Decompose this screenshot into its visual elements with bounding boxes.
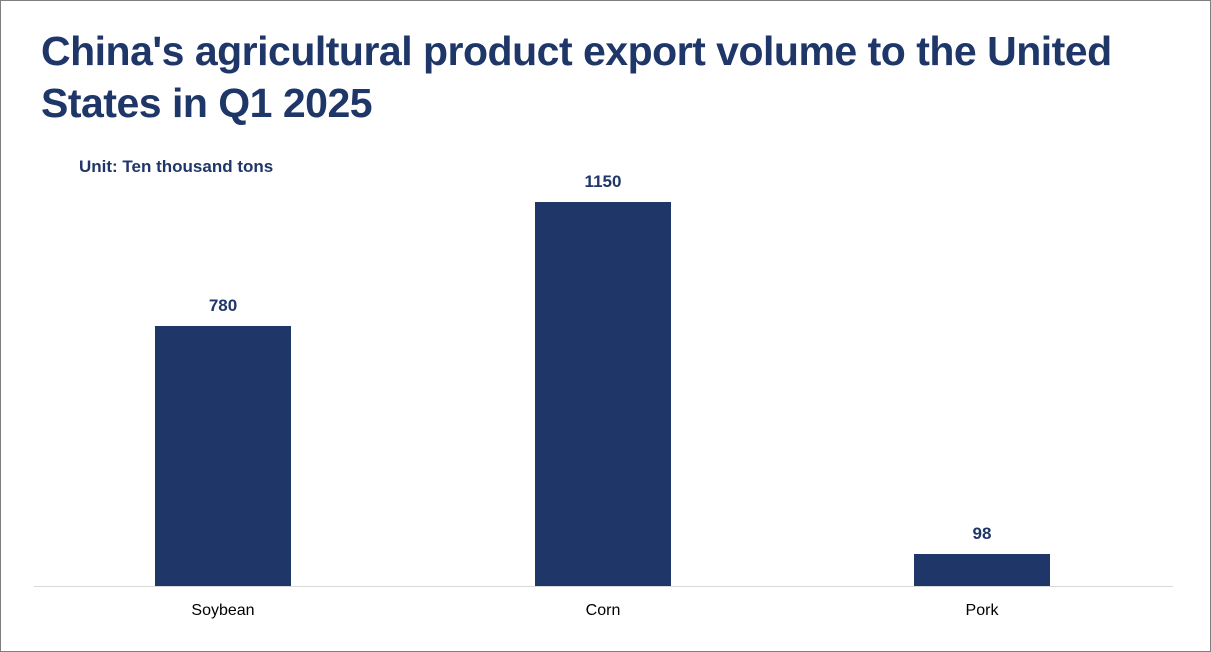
bar-pork (914, 554, 1050, 587)
bar-corn (535, 202, 671, 587)
data-label-corn: 1150 (584, 172, 622, 191)
bar-soybean (155, 326, 291, 587)
x-tick-label-corn: Corn (585, 602, 621, 619)
data-label-soybean: 780 (208, 296, 238, 315)
x-axis-line (34, 586, 1173, 587)
chart-title: China's agricultural product export volu… (41, 28, 1112, 126)
x-tick-label-soybean: Soybean (191, 602, 255, 619)
x-tick-label-pork: Pork (965, 602, 999, 619)
unit-label: Unit: Ten thousand tons (79, 157, 274, 176)
data-label-pork: 98 (972, 524, 992, 543)
